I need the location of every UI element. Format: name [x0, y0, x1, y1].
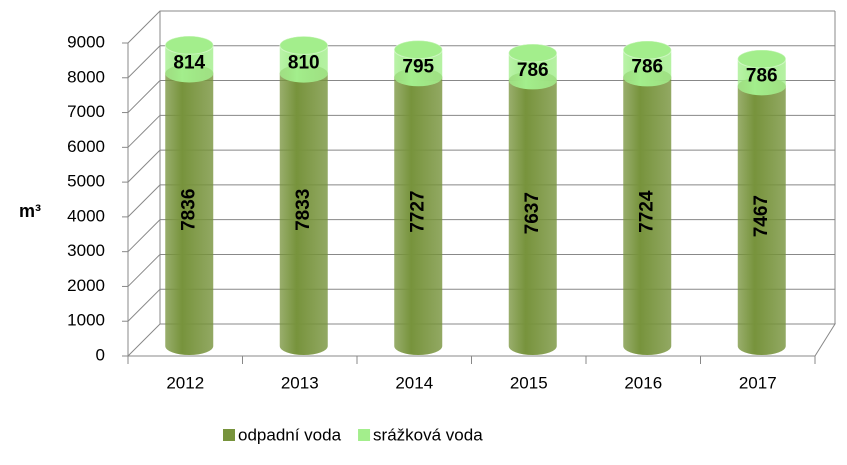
y-tick-label: 5000: [67, 172, 105, 191]
cylinder-segment: [165, 64, 214, 356]
grid-line: [127, 288, 835, 322]
cylinder-segment: [737, 77, 786, 356]
grid-line: [127, 184, 835, 218]
y-tick-label: 8000: [67, 67, 105, 86]
x-tick-label: 2016: [624, 373, 662, 392]
y-tick-label: 4000: [67, 206, 105, 225]
y-axis-label: m³: [19, 201, 41, 221]
data-label: 810: [288, 53, 320, 74]
cylinder-cap: [622, 40, 672, 60]
cylinder-segment: [279, 64, 328, 356]
data-label: 795: [402, 56, 434, 77]
legend-swatch: [223, 429, 235, 441]
cylinder-cap: [279, 35, 329, 55]
y-tick-label: 7000: [67, 102, 105, 121]
data-label: 7836: [178, 189, 199, 231]
cylinder-cap: [164, 35, 214, 55]
cylinder-segment: [623, 68, 672, 356]
y-tick-label: 6000: [67, 137, 105, 156]
grid-line: [127, 219, 835, 253]
data-label: 786: [746, 66, 778, 87]
data-label: 786: [517, 60, 549, 81]
y-tick-label: 0: [96, 345, 105, 364]
cylinder-cap: [508, 43, 558, 63]
data-label: 786: [631, 57, 663, 78]
grid-line: [127, 80, 835, 113]
legend-label: srážková voda: [373, 425, 483, 444]
data-label: 814: [173, 52, 205, 73]
x-tick-label: 2017: [739, 373, 777, 392]
grid-line: [127, 149, 835, 183]
x-tick-label: 2014: [395, 373, 433, 392]
grid-line: [127, 45, 835, 79]
x-tick-label: 2013: [281, 373, 319, 392]
cylinder-segment: [394, 68, 443, 356]
x-tick-label: 2015: [510, 373, 548, 392]
x-tick-label: 2012: [166, 373, 204, 392]
y-tick-label: 1000: [67, 311, 105, 330]
data-label: 7727: [407, 190, 428, 232]
floor: [126, 323, 836, 357]
y-tick-label: 3000: [67, 241, 105, 260]
cylinder-cap: [393, 40, 443, 60]
legend-label: odpadní voda: [238, 425, 342, 444]
data-label: 7637: [522, 192, 543, 234]
grid-line: [127, 253, 835, 287]
data-label: 7724: [636, 190, 657, 233]
legend-swatch: [358, 429, 371, 441]
data-label: 7467: [751, 195, 772, 237]
y-tick-label: 9000: [67, 32, 105, 51]
y-tick-label: 2000: [67, 276, 105, 295]
cylinder-cap: [737, 49, 787, 69]
grid-line: [127, 10, 835, 44]
grid-line: [127, 114, 835, 148]
data-label: 7833: [293, 189, 314, 231]
cylinder-segment: [508, 71, 557, 356]
